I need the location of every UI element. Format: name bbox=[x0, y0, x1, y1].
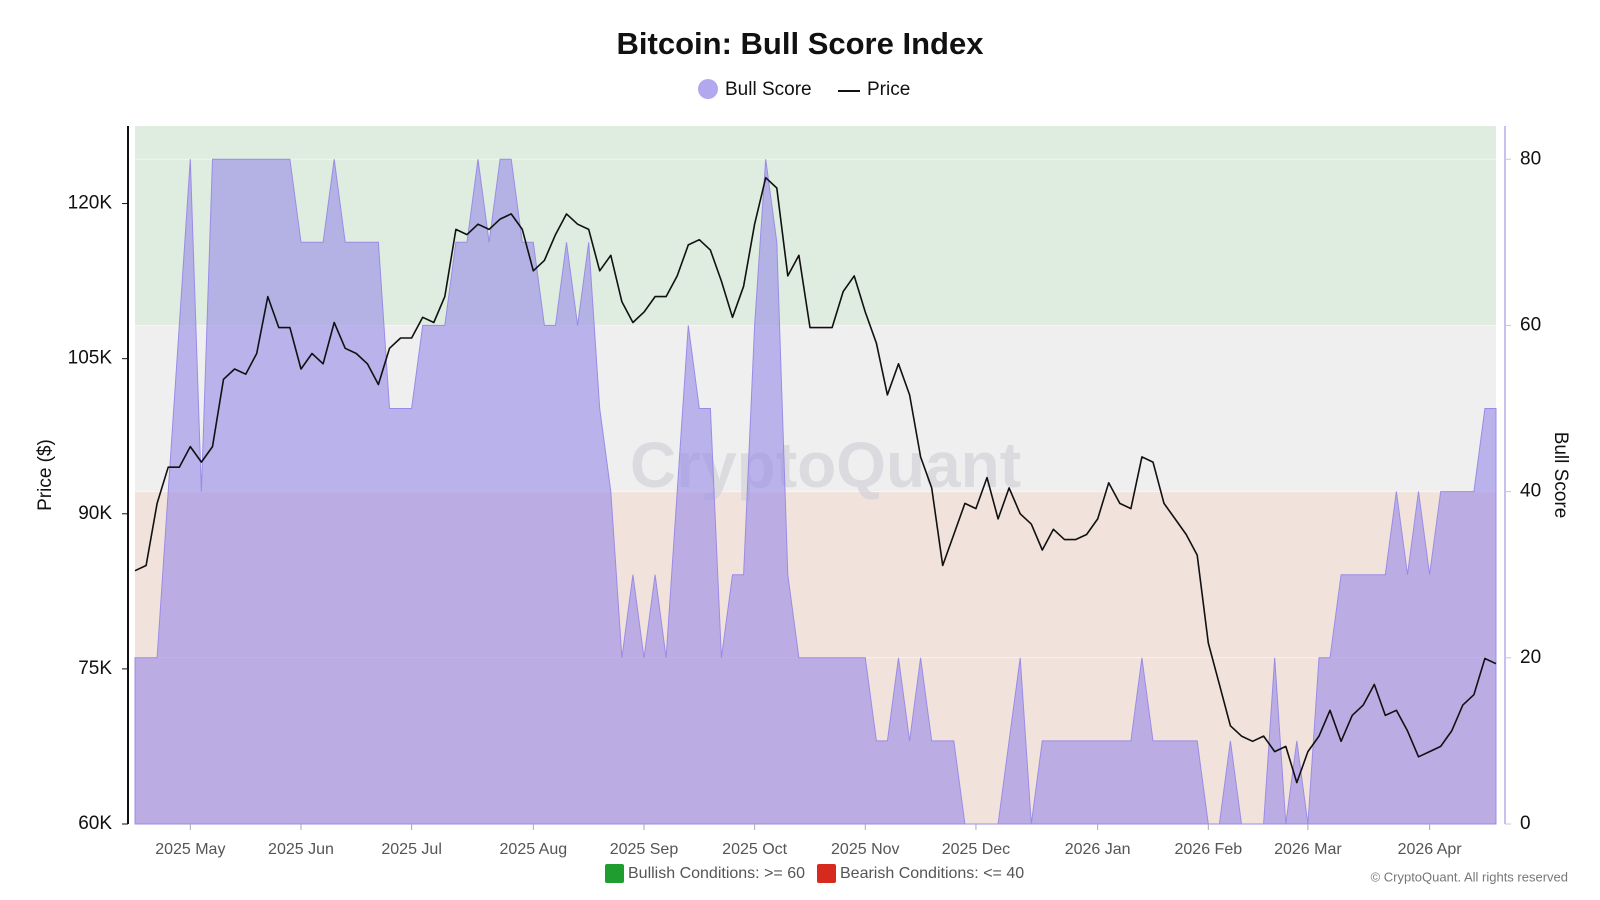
x-tick-label: 2025 Jul bbox=[381, 841, 442, 858]
x-tick-label: 2025 Nov bbox=[831, 841, 900, 858]
legend-label: Bull Score bbox=[725, 79, 812, 100]
x-tick-label: 2025 Dec bbox=[942, 841, 1011, 858]
x-tick-label: 2026 Mar bbox=[1274, 841, 1342, 858]
y-tick-label: 105K bbox=[68, 348, 113, 369]
y-tick-label: 120K bbox=[68, 193, 113, 214]
copyright: © CryptoQuant. All rights reserved bbox=[1371, 869, 1568, 884]
x-tick-label: 2025 Jun bbox=[268, 841, 334, 858]
x-tick-label: 2025 Aug bbox=[500, 841, 568, 858]
zone-legend-label: Bearish Conditions: <= 40 bbox=[840, 865, 1024, 882]
zone-legend-swatch bbox=[817, 864, 836, 883]
legend-swatch bbox=[698, 79, 718, 99]
x-tick-label: 2025 May bbox=[155, 841, 225, 858]
y-tick-label: 90K bbox=[78, 503, 112, 524]
y2-tick-label: 40 bbox=[1520, 481, 1541, 502]
y2-tick-label: 20 bbox=[1520, 647, 1541, 668]
y2-axis-title: Bull Score bbox=[1550, 432, 1571, 519]
y-tick-label: 60K bbox=[78, 813, 112, 834]
x-tick-label: 2026 Jan bbox=[1065, 841, 1131, 858]
y2-tick-label: 0 bbox=[1520, 813, 1531, 834]
price-line bbox=[134, 176, 1497, 784]
x-tick-label: 2026 Apr bbox=[1398, 841, 1463, 858]
bull-score-area bbox=[134, 158, 1497, 825]
chart-title: Bitcoin: Bull Score Index bbox=[617, 26, 985, 61]
zone-legend-label: Bullish Conditions: >= 60 bbox=[628, 865, 805, 882]
legend-label: Price bbox=[867, 79, 910, 100]
y2-tick-label: 80 bbox=[1520, 148, 1541, 169]
y2-tick-label: 60 bbox=[1520, 314, 1541, 335]
x-tick-label: 2025 Oct bbox=[722, 841, 787, 858]
x-tick-label: 2026 Feb bbox=[1175, 841, 1243, 858]
x-tick-label: 2025 Sep bbox=[610, 841, 679, 858]
y-axis-title: Price ($) bbox=[35, 439, 56, 511]
y-tick-label: 75K bbox=[78, 658, 112, 679]
zone-legend-swatch bbox=[605, 864, 624, 883]
